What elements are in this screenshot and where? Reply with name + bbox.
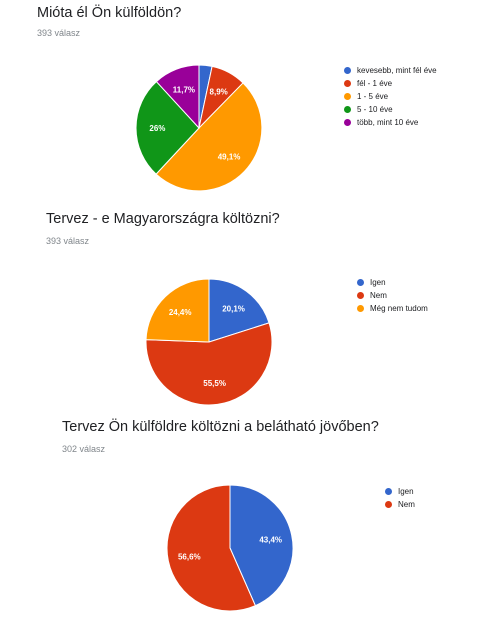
chart-2-response-count: 393 válasz bbox=[46, 236, 90, 246]
pie-slice bbox=[166, 484, 257, 612]
legend-item: kevesebb, mint fél éve bbox=[344, 64, 437, 77]
legend-item: Igen bbox=[357, 276, 428, 289]
legend-label: Nem bbox=[370, 291, 387, 300]
chart-3-legend: Igen Nem bbox=[385, 485, 415, 511]
legend-swatch-icon bbox=[357, 292, 364, 299]
slice-data-label: 20,1% bbox=[222, 304, 245, 313]
legend-label: több, mint 10 éve bbox=[357, 118, 419, 127]
pie-slice bbox=[135, 80, 200, 175]
slice-data-label: 56,6% bbox=[178, 553, 201, 562]
legend-swatch-icon bbox=[344, 80, 351, 87]
pie-slice bbox=[155, 64, 200, 130]
legend-label: Még nem tudom bbox=[370, 304, 428, 313]
legend-swatch-icon bbox=[344, 106, 351, 113]
legend-item: 5 - 10 éve bbox=[344, 103, 437, 116]
chart-2-legend: Igen Nem Még nem tudom bbox=[357, 276, 428, 315]
chart-3-pie: 43,4% 56,6% bbox=[166, 484, 294, 612]
pie-slice bbox=[208, 278, 270, 343]
legend-swatch-icon bbox=[344, 93, 351, 100]
slice-data-label: 49,1% bbox=[218, 153, 241, 162]
legend-swatch-icon bbox=[385, 488, 392, 495]
legend-item: Nem bbox=[385, 498, 415, 511]
chart-1-legend: kevesebb, mint fél éve fél - 1 éve 1 - 5 é… bbox=[344, 64, 437, 129]
slice-data-label: 26% bbox=[149, 124, 165, 133]
legend-swatch-icon bbox=[357, 279, 364, 286]
legend-label: 5 - 10 éve bbox=[357, 105, 393, 114]
pie-slice bbox=[229, 484, 294, 607]
legend-item: több, mint 10 éve bbox=[344, 116, 437, 129]
slice-data-label: 55,5% bbox=[203, 379, 226, 388]
chart-3-response-count: 302 válasz bbox=[62, 444, 106, 454]
chart-3-title: Tervez Ön külföldre költözni a belátható… bbox=[62, 419, 379, 435]
legend-label: kevesebb, mint fél éve bbox=[357, 66, 437, 75]
legend-label: Igen bbox=[398, 487, 414, 496]
legend-swatch-icon bbox=[344, 67, 351, 74]
slice-data-label: 8,9% bbox=[210, 87, 228, 96]
legend-swatch-icon bbox=[385, 501, 392, 508]
legend-label: 1 - 5 éve bbox=[357, 92, 389, 101]
legend-label: fél - 1 éve bbox=[357, 79, 393, 88]
legend-item: Igen bbox=[385, 485, 415, 498]
slice-data-label: 11,7% bbox=[173, 85, 195, 94]
pie-slice bbox=[145, 322, 273, 406]
legend-label: Igen bbox=[370, 278, 386, 287]
legend-item: Még nem tudom bbox=[357, 302, 428, 315]
chart-1-pie: 8,9% 49,1% 26% 11,7% bbox=[135, 64, 263, 192]
legend-swatch-icon bbox=[344, 119, 351, 126]
legend-item: 1 - 5 éve bbox=[344, 90, 437, 103]
chart-1-response-count: 393 válasz bbox=[37, 28, 81, 38]
pie-slice bbox=[155, 82, 263, 192]
legend-label: Nem bbox=[398, 500, 415, 509]
legend-swatch-icon bbox=[357, 305, 364, 312]
legend-item: fél - 1 éve bbox=[344, 77, 437, 90]
legend-item: Nem bbox=[357, 289, 428, 302]
chart-1-title: Mióta él Ön külföldön? bbox=[37, 5, 182, 21]
slice-data-label: 43,4% bbox=[259, 535, 282, 544]
chart-2-title: Tervez - e Magyarországra költözni? bbox=[46, 211, 280, 227]
slice-data-label: 24,4% bbox=[169, 308, 192, 317]
pie-slice bbox=[145, 278, 210, 343]
chart-2-pie: 20,1% 55,5% 24,4% bbox=[145, 278, 273, 406]
